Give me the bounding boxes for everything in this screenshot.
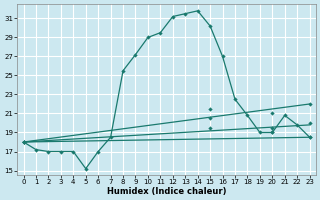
X-axis label: Humidex (Indice chaleur): Humidex (Indice chaleur) <box>107 187 226 196</box>
